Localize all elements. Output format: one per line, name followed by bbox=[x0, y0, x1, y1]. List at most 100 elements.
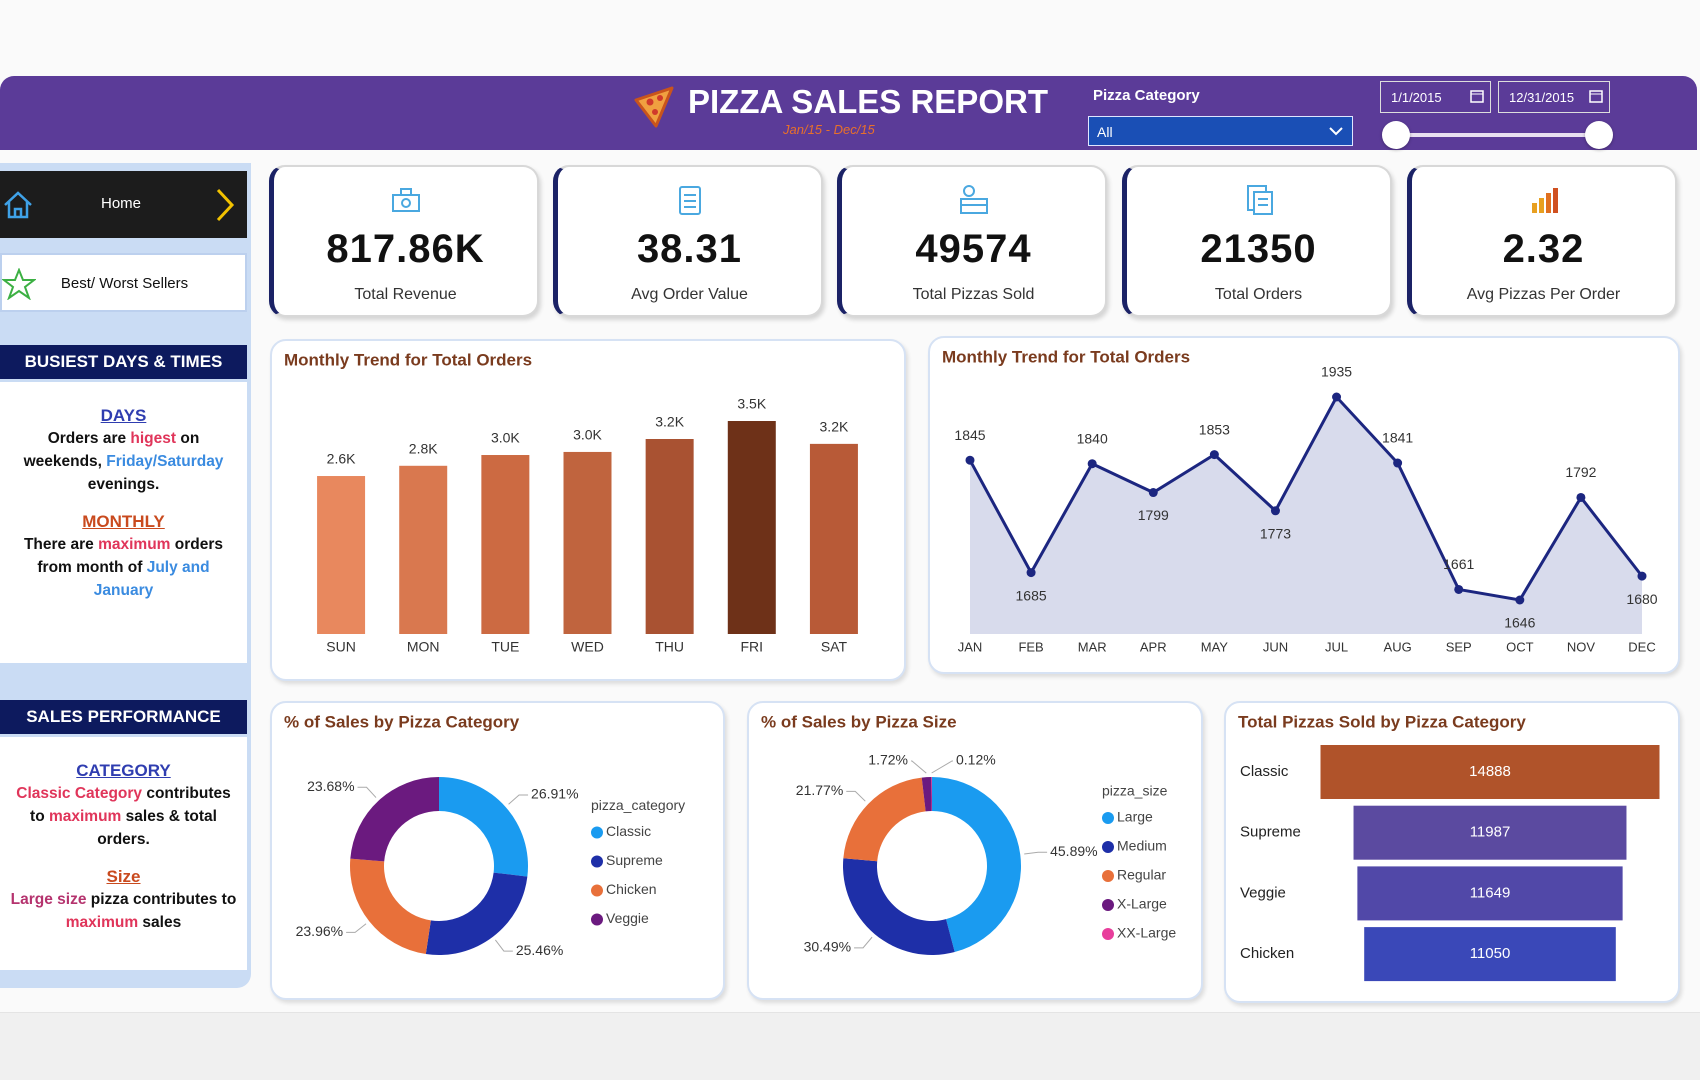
legend-label: Regular bbox=[1117, 867, 1166, 883]
data-label: 1840 bbox=[1077, 430, 1108, 446]
chart-title: Total Pizzas Sold by Pizza Category bbox=[1238, 712, 1526, 731]
data-label: 2.6K bbox=[327, 451, 356, 467]
header-bar bbox=[0, 76, 1697, 150]
legend-swatch bbox=[1102, 870, 1114, 882]
kpi-icon bbox=[678, 186, 701, 215]
x-tick-label: MAR bbox=[1078, 639, 1107, 654]
legend-label: Large bbox=[1117, 809, 1153, 825]
legend-swatch bbox=[591, 826, 603, 839]
leader-line bbox=[931, 760, 953, 774]
kpi-label: Total Orders bbox=[1214, 286, 1303, 303]
point bbox=[1026, 568, 1036, 578]
x-tick-label: SEP bbox=[1446, 639, 1472, 654]
legend-title: pizza_category bbox=[591, 797, 685, 813]
insight-segment: July and January bbox=[93, 559, 214, 599]
kpi-value: 21350 bbox=[1200, 227, 1317, 271]
calendar-icon bbox=[1470, 90, 1484, 103]
donut-slice bbox=[439, 777, 528, 877]
data-label: 1841 bbox=[1382, 430, 1413, 446]
insight-title: CATEGORY bbox=[76, 761, 171, 780]
area bbox=[970, 397, 1642, 634]
data-label: 1680 bbox=[1626, 591, 1657, 607]
data-label: 1.72% bbox=[868, 752, 908, 768]
kpi-card: 817.86K Total Revenue bbox=[269, 165, 539, 317]
kpi-icon bbox=[959, 185, 988, 214]
legend-label: Chicken bbox=[606, 881, 657, 897]
nav-home[interactable]: Home bbox=[0, 171, 247, 238]
date-slider-track bbox=[1396, 133, 1599, 137]
x-tick-label: NOV bbox=[1567, 639, 1596, 654]
legend-label: Medium bbox=[1117, 838, 1167, 854]
chart: % of Sales by Pizza Size 45.89% 30.49% 21.7… bbox=[761, 712, 1176, 955]
point bbox=[1454, 584, 1464, 594]
slider-knob[interactable] bbox=[1382, 121, 1410, 149]
kpi-label: Total Pizzas Sold bbox=[912, 286, 1035, 303]
data-label: 11649 bbox=[1470, 884, 1511, 901]
leader-line bbox=[911, 760, 927, 774]
sidebar-insights: CATEGORY Classic Category contributes to … bbox=[0, 737, 247, 970]
kpi-label: Avg Pizzas Per Order bbox=[1466, 286, 1621, 303]
date-from-box[interactable]: 1/1/2015 bbox=[1380, 81, 1491, 113]
slider-knob[interactable] bbox=[1585, 121, 1613, 149]
chart-panel: Total Pizzas Sold by Pizza Category 14888… bbox=[1224, 701, 1680, 1003]
date-from: 1/1/2015 bbox=[1391, 90, 1442, 105]
kpi-label: Avg Order Value bbox=[631, 286, 748, 303]
point bbox=[1148, 488, 1158, 498]
line bbox=[968, 394, 1644, 602]
leader-line bbox=[1024, 851, 1048, 855]
data-label: 1646 bbox=[1504, 615, 1535, 631]
donut-slice bbox=[425, 872, 528, 955]
bar bbox=[481, 455, 530, 634]
kpi-icon bbox=[391, 188, 420, 212]
nav-label: Best/ Worst Sellers bbox=[60, 275, 189, 292]
insight-segment: contributes to bbox=[30, 785, 236, 825]
kpi-icon bbox=[1246, 185, 1273, 215]
chart-title: Monthly Trend for Total Orders bbox=[942, 347, 1190, 366]
data-label: 45.89% bbox=[1050, 843, 1097, 859]
insight-text: Classic Category contributes to maximum … bbox=[8, 782, 239, 851]
x-tick-label: SAT bbox=[821, 639, 848, 655]
bar bbox=[645, 439, 694, 634]
kpi-card: 49574 Total Pizzas Sold bbox=[837, 165, 1107, 317]
x-tick-label: AUG bbox=[1384, 639, 1412, 654]
legend-swatch bbox=[591, 855, 603, 868]
chart-panel: Monthly Trend for Total Orders 2.6K SUN 2.8… bbox=[270, 339, 906, 681]
dropdown-chevron bbox=[1329, 127, 1343, 136]
pizza-icon bbox=[634, 86, 674, 128]
insight-segment: maximum bbox=[98, 536, 171, 553]
leader-line bbox=[508, 794, 529, 805]
kpi-value: 49574 bbox=[915, 227, 1032, 271]
data-label: 23.96% bbox=[296, 923, 343, 939]
date-to-box[interactable]: 12/31/2015 bbox=[1498, 81, 1610, 113]
chart-panel: % of Sales by Pizza Category 26.91% 25.46%… bbox=[270, 701, 725, 1000]
x-tick-label: MAY bbox=[1201, 639, 1229, 654]
chevron-icon bbox=[216, 188, 235, 222]
footer-band bbox=[0, 1012, 1700, 1080]
donut-slice bbox=[350, 858, 431, 955]
category-dropdown[interactable]: All bbox=[1088, 116, 1353, 146]
data-label: 30.49% bbox=[804, 939, 851, 955]
insight-segment: maximum bbox=[48, 808, 122, 825]
legend-label: Supreme bbox=[606, 852, 663, 868]
data-label: 0.12% bbox=[956, 752, 996, 768]
donut-slice bbox=[921, 777, 932, 812]
data-label: 1853 bbox=[1199, 421, 1230, 437]
data-label: 2.8K bbox=[409, 440, 438, 456]
funnel-bar bbox=[1320, 745, 1660, 799]
insight-text: There are maximum orders from month of J… bbox=[8, 533, 239, 602]
funnel-bar bbox=[1364, 927, 1616, 982]
insight-segment: Friday/Saturday bbox=[106, 453, 224, 470]
legend-label: XX-Large bbox=[1117, 925, 1176, 941]
nav-best-worst[interactable]: Best/ Worst Sellers bbox=[0, 253, 247, 312]
insight-segment: maximum bbox=[65, 914, 139, 931]
funnel-bar bbox=[1353, 805, 1627, 860]
point bbox=[1515, 595, 1525, 605]
donut-slice bbox=[843, 777, 926, 862]
data-label: 3.5K bbox=[737, 396, 766, 412]
data-label: 25.46% bbox=[516, 942, 563, 958]
funnel-bar bbox=[1357, 866, 1623, 921]
leader-line bbox=[494, 939, 513, 952]
data-label: 1685 bbox=[1016, 587, 1047, 603]
point bbox=[965, 455, 975, 465]
